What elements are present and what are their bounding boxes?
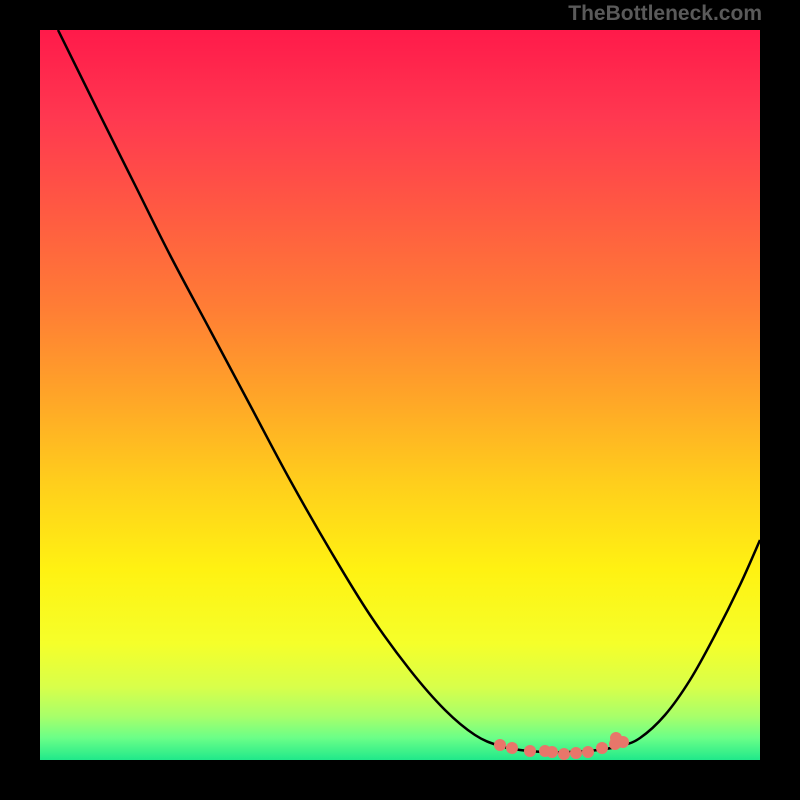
data-point-marker: [582, 746, 594, 758]
data-point-marker: [570, 747, 582, 759]
data-point-marker: [494, 739, 506, 751]
data-point-marker: [596, 742, 608, 754]
chart-plot-area: [40, 30, 760, 760]
data-point-marker: [506, 742, 518, 754]
data-point-marker: [546, 746, 558, 758]
data-point-marker: [617, 736, 629, 748]
data-point-marker: [558, 748, 570, 760]
data-point-marker: [524, 745, 536, 757]
chart-curve: [40, 30, 760, 760]
watermark-text: TheBottleneck.com: [568, 2, 762, 26]
